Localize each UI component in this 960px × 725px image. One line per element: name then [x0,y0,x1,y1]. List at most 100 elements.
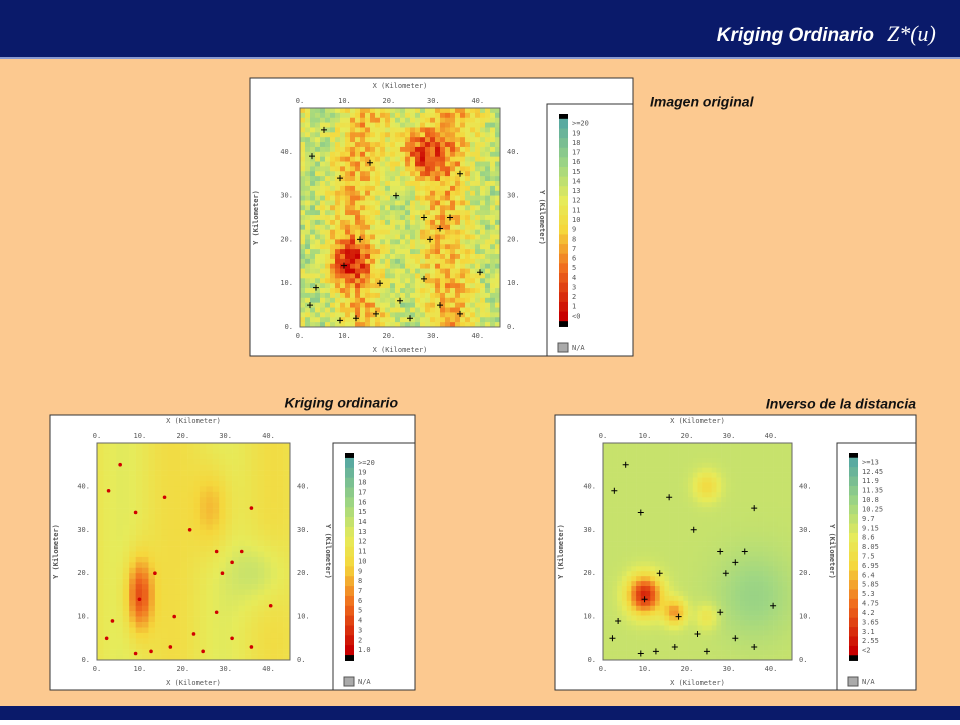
map-cell [238,551,246,558]
map-cell [640,610,646,616]
map-cell [310,146,316,153]
map-cell [420,190,426,196]
map-cell [435,108,441,114]
map-cell [305,297,311,303]
map-cell [654,610,660,616]
map-cell [749,457,755,464]
map-cell [455,215,461,221]
map-cell [697,482,703,488]
map-cell [161,562,169,569]
map-cell [626,655,632,661]
map-cell [320,278,326,284]
map-cell [654,467,660,473]
map-cell [116,486,124,493]
map-cell [754,467,760,473]
map-cell [470,117,476,123]
map-cell [706,452,712,459]
map-cell [495,171,501,177]
map-cell [763,590,769,597]
map-cell [730,452,736,459]
map-cell [103,535,111,541]
map-cell [355,239,361,245]
map-cell [688,487,694,493]
map-cell [355,181,361,187]
map-cell [330,132,336,138]
sample-point [675,613,682,620]
map-cell [350,219,356,226]
map-cell [490,190,496,196]
map-cell [607,531,613,537]
map-cell [749,581,755,587]
map-cell [495,219,501,226]
map-cell [721,492,727,498]
map-cell [315,254,321,260]
map-cell [688,521,694,528]
y-tick-label: 20. [280,235,293,243]
map-cell [129,616,136,623]
sample-point [722,570,729,577]
map-cell [768,640,774,646]
map-cell [380,312,386,318]
map-cell [330,307,336,313]
map-cell [626,462,632,468]
map-cell [148,508,156,514]
map-cell [350,229,356,235]
map-cell [650,640,656,646]
map-cell [490,146,496,153]
map-cell [122,453,130,460]
map-cell [787,605,793,611]
x-tick-label: 40. [471,97,484,105]
map-cell [244,513,252,520]
map-cell [773,650,779,656]
panel-label: Kriging ordinario [284,395,398,411]
map-cell [782,536,788,542]
map-cell [109,578,117,585]
map-cell [395,205,401,211]
map-cell [740,497,746,503]
map-cell [375,108,381,114]
map-cell [495,297,501,303]
map-cell [673,521,679,528]
map-cell [445,127,451,133]
map-cell [370,219,376,226]
map-cell [380,210,386,216]
map-cell [617,512,623,518]
map-cell [212,616,220,623]
map-cell [370,190,376,196]
map-cell [626,640,632,646]
map-cell [664,512,670,518]
map-cell [264,459,271,465]
map-cell [251,632,259,639]
map-cell [390,137,396,143]
map-cell [612,556,618,562]
map-cell [631,531,637,537]
map-cell [425,112,431,119]
map-cell [440,215,446,221]
map-cell [219,491,226,498]
map-cell [219,475,226,482]
map-cell [470,127,476,133]
map-cell [716,492,722,498]
map-cell [725,571,731,577]
map-cell [495,161,501,167]
map-cell [480,224,486,230]
map-cell [612,625,618,631]
map-cell [390,297,396,303]
map-cell [683,443,689,449]
map-cell [654,625,660,631]
map-cell [763,507,769,513]
map-cell [257,535,265,541]
map-cell [440,171,446,177]
map-cell [277,632,284,639]
map-cell [612,586,618,592]
map-cell [425,190,431,196]
map-cell [365,258,371,265]
map-cell [735,581,741,587]
colorbar-cap [345,453,354,462]
map-cell [405,117,411,123]
map-cell [654,516,660,523]
map-cell [219,632,226,639]
map-cell [435,278,441,284]
map-cell [749,600,755,607]
map-cell [135,589,143,596]
